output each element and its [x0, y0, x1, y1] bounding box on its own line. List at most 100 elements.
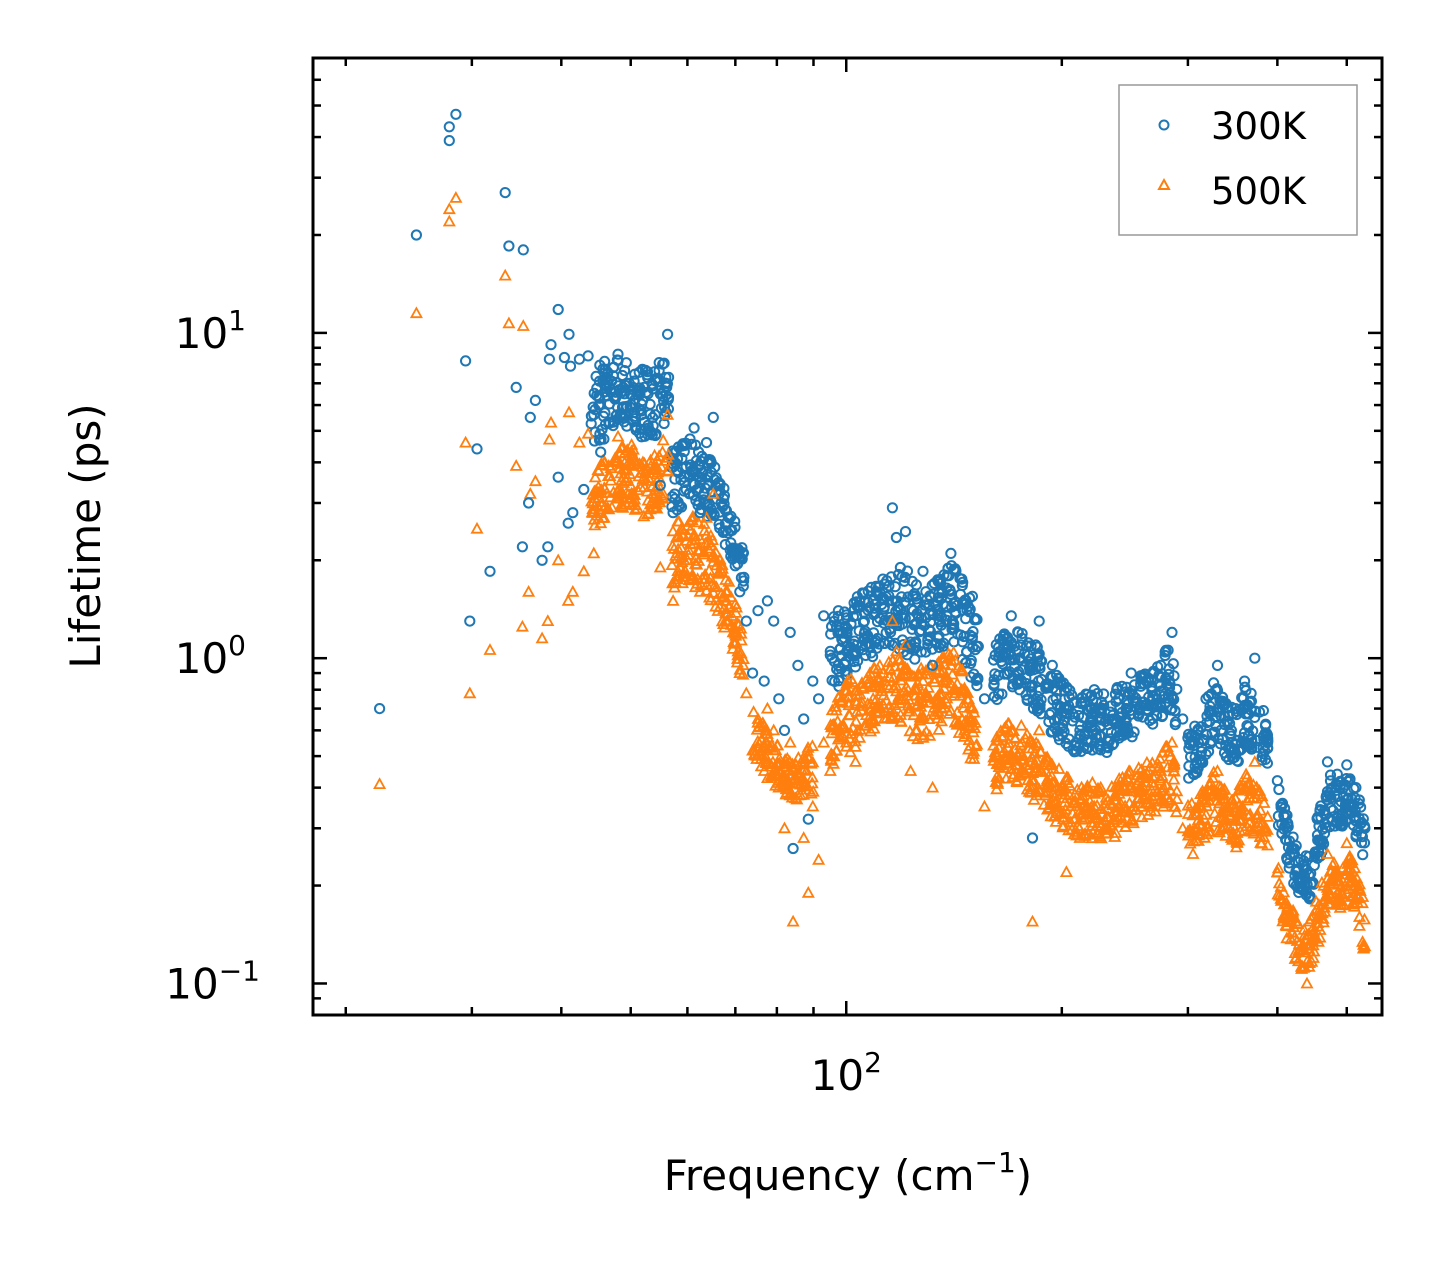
band-point	[1089, 808, 1103, 821]
band-point	[1356, 890, 1370, 902]
band-point	[891, 652, 905, 664]
band-point	[1108, 830, 1122, 842]
data-point	[498, 268, 512, 281]
band-point	[1232, 807, 1246, 820]
band-point	[901, 698, 915, 711]
data-point	[661, 407, 675, 420]
band-point	[1343, 856, 1357, 869]
band-point	[729, 521, 741, 534]
band-point	[1034, 662, 1046, 675]
band-point	[650, 428, 662, 440]
band-point	[960, 656, 972, 669]
data-point	[1349, 878, 1363, 891]
band-point	[935, 638, 947, 650]
band-point	[1008, 730, 1022, 743]
band-point	[609, 450, 623, 463]
band-point	[1148, 804, 1162, 817]
data-point	[1101, 821, 1115, 834]
band-point	[1016, 748, 1030, 761]
data-point	[667, 507, 679, 519]
band-point	[1306, 938, 1320, 951]
data-point	[876, 666, 890, 678]
data-point	[792, 659, 804, 672]
band-point	[708, 550, 722, 563]
data-point	[1124, 780, 1138, 793]
data-point	[877, 573, 889, 585]
band-point	[615, 410, 628, 422]
band-point	[1351, 891, 1365, 904]
band-point	[1194, 754, 1206, 766]
band-point	[589, 404, 601, 416]
data-point	[523, 497, 535, 509]
band-point	[968, 716, 982, 728]
band-point	[1062, 740, 1075, 752]
band-point	[1110, 696, 1122, 708]
band-point	[1262, 742, 1274, 754]
band-point	[1156, 783, 1170, 795]
band-point	[933, 687, 947, 699]
band-point	[987, 738, 1001, 751]
data-point	[1111, 799, 1126, 812]
band-point	[752, 719, 766, 732]
band-point	[678, 445, 690, 458]
band-point	[826, 756, 841, 769]
band-point	[885, 626, 897, 638]
band-point	[920, 612, 932, 624]
data-point	[627, 381, 639, 393]
data-point	[515, 619, 529, 632]
band-point	[1090, 819, 1104, 831]
band-point	[1253, 803, 1267, 816]
band-point	[900, 662, 915, 674]
band-point	[829, 675, 841, 688]
band-point	[842, 708, 856, 720]
band-point	[1061, 770, 1075, 783]
data-point	[1005, 610, 1017, 622]
band-point	[850, 705, 864, 717]
data-point	[1281, 822, 1293, 834]
band-point	[610, 386, 622, 398]
band-point	[848, 597, 860, 609]
band-point	[853, 730, 867, 743]
band-point	[950, 565, 962, 577]
band-point	[1167, 799, 1181, 812]
band-point	[1257, 796, 1271, 808]
band-point	[909, 688, 923, 701]
band-point	[990, 730, 1004, 743]
band-point	[1112, 787, 1126, 799]
band-point	[704, 593, 718, 606]
data-point	[740, 615, 752, 627]
data-point	[899, 526, 912, 538]
band-point	[729, 600, 744, 613]
band-point	[653, 357, 665, 369]
data-point	[1259, 720, 1272, 732]
series-300k	[374, 108, 1371, 899]
band-point	[1121, 703, 1134, 715]
data-point	[1280, 919, 1294, 932]
band-point	[640, 386, 653, 398]
band-point	[846, 675, 860, 687]
band-point	[1325, 792, 1337, 804]
band-point	[661, 464, 675, 477]
band-point	[1315, 838, 1327, 851]
band-point	[1214, 780, 1228, 793]
band-point	[934, 714, 949, 727]
band-point	[1315, 906, 1329, 919]
data-point	[1290, 880, 1302, 892]
data-point	[578, 483, 590, 496]
band-point	[1020, 672, 1032, 684]
legend: 300K 500K	[1118, 84, 1358, 236]
data-point	[945, 547, 957, 560]
data-point	[1271, 775, 1284, 787]
data-point	[699, 511, 714, 523]
data-point	[867, 595, 879, 607]
data-point	[1025, 914, 1040, 927]
data-point	[1177, 713, 1189, 725]
band-point	[969, 739, 983, 751]
band-point	[1064, 815, 1078, 828]
band-point	[764, 738, 779, 751]
band-point	[726, 642, 740, 654]
band-point	[1029, 761, 1043, 773]
band-point	[899, 680, 914, 693]
data-point	[927, 659, 939, 672]
band-point	[1016, 628, 1028, 640]
